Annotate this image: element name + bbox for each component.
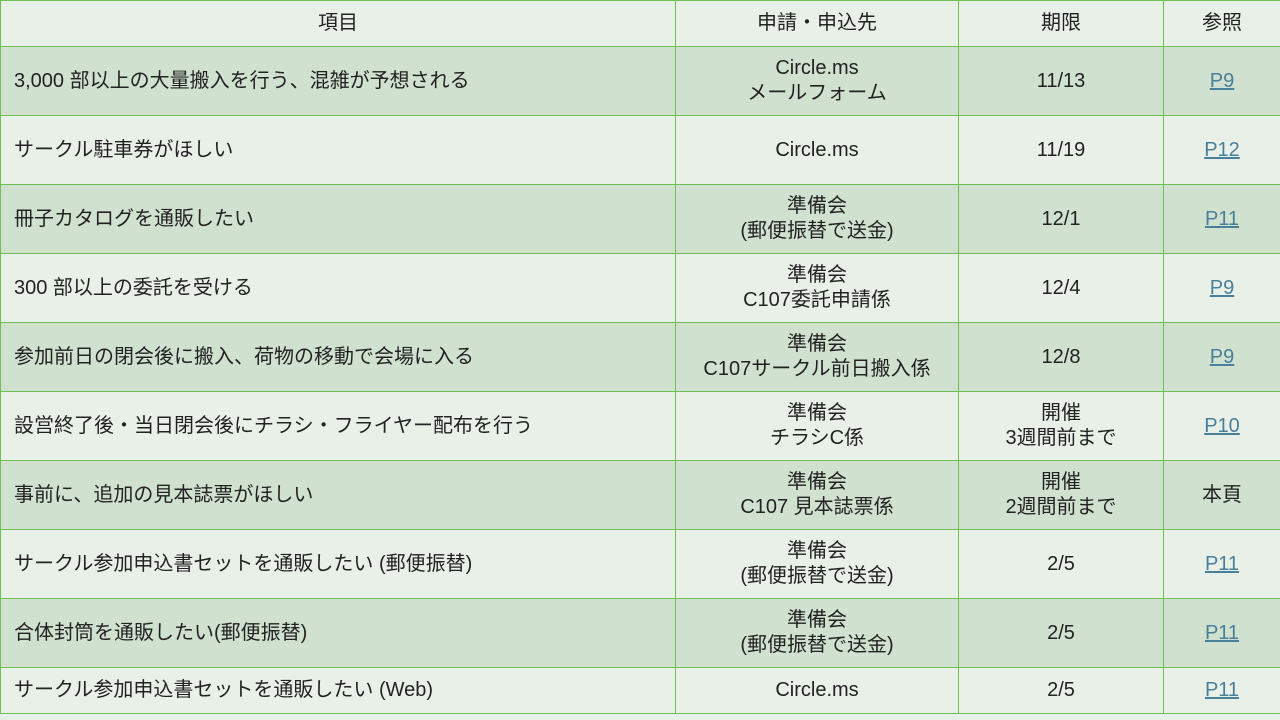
destination-cell-line: 準備会 bbox=[787, 609, 847, 631]
deadline-cell-line: 3週間前まで bbox=[1005, 427, 1117, 449]
deadline-cell: 開催 3週間前まで bbox=[958, 391, 1164, 461]
page-reference-link[interactable]: P11 bbox=[1204, 552, 1240, 575]
destination-cell: Circle.ms bbox=[675, 115, 959, 185]
reference-cell: P11 bbox=[1163, 529, 1280, 599]
deadline-cell-line: 11/19 bbox=[1036, 138, 1086, 161]
deadline-cell-line: 2/5 bbox=[1047, 552, 1075, 575]
deadline-cell-line: 開催 bbox=[1041, 402, 1081, 424]
deadline-cell-line: 11/13 bbox=[1036, 69, 1086, 92]
reference-cell: P9 bbox=[1163, 322, 1280, 392]
item-cell: サークル参加申込書セットを通販したい (郵便振替) bbox=[0, 529, 676, 599]
deadline-cell-line: 2週間前まで bbox=[1005, 496, 1117, 518]
header-deadline: 期限 bbox=[958, 0, 1164, 47]
table-row: 参加前日の閉会後に搬入、荷物の移動で会場に入る 準備会 C107サークル前日搬入係 1… bbox=[0, 322, 1280, 392]
destination-cell-line: 準備会 bbox=[787, 402, 847, 424]
item-cell: 設営終了後・当日閉会後にチラシ・フライヤー配布を行う bbox=[0, 391, 676, 461]
reference-cell: P11 bbox=[1163, 184, 1280, 254]
destination-cell: 準備会 (郵便振替で送金) bbox=[675, 598, 959, 668]
destination-cell: 準備会 (郵便振替で送金) bbox=[675, 529, 959, 599]
deadline-cell: 2/5 bbox=[958, 598, 1164, 668]
table-row: 300 部以上の委託を受ける 準備会 C107委託申請係 12/4 P9 bbox=[0, 253, 1280, 323]
deadline-cell-line: 12/8 bbox=[1041, 345, 1081, 368]
item-cell: 3,000 部以上の大量搬入を行う、混雑が予想される bbox=[0, 46, 676, 116]
deadline-cell: 2/5 bbox=[958, 529, 1164, 599]
destination-cell-line: 準備会 bbox=[787, 195, 847, 217]
table-row: サークル駐車券がほしい Circle.ms 11/19 P12 bbox=[0, 115, 1280, 185]
reference-cell: P12 bbox=[1163, 115, 1280, 185]
page-reference-link[interactable]: P11 bbox=[1204, 207, 1240, 230]
destination-cell: 準備会 (郵便振替で送金) bbox=[675, 184, 959, 254]
item-cell: 300 部以上の委託を受ける bbox=[0, 253, 676, 323]
table-row: サークル参加申込書セットを通販したい (Web) Circle.ms 2/5 P11 bbox=[0, 667, 1280, 714]
header-item: 項目 bbox=[0, 0, 676, 47]
page-reference-link[interactable]: P11 bbox=[1204, 621, 1240, 644]
reference-cell: P10 bbox=[1163, 391, 1280, 461]
destination-cell-line: 準備会 bbox=[787, 264, 847, 286]
table-row: 3,000 部以上の大量搬入を行う、混雑が予想される Circle.ms メールフォ… bbox=[0, 46, 1280, 116]
table-row: サークル参加申込書セットを通販したい (郵便振替) 準備会 (郵便振替で送金) 2/5… bbox=[0, 529, 1280, 599]
deadline-cell: 12/4 bbox=[958, 253, 1164, 323]
page-reference-link[interactable]: P9 bbox=[1209, 69, 1235, 92]
destination-cell: Circle.ms bbox=[675, 667, 959, 714]
destination-cell-line: C107サークル前日搬入係 bbox=[703, 358, 931, 380]
item-cell: 合体封筒を通販したい(郵便振替) bbox=[0, 598, 676, 668]
reference-cell: P11 bbox=[1163, 667, 1280, 714]
destination-cell-line: 準備会 bbox=[787, 540, 847, 562]
deadline-cell: 開催 2週間前まで bbox=[958, 460, 1164, 530]
page-reference-text: 本頁 bbox=[1202, 483, 1242, 506]
header-destination: 申請・申込先 bbox=[675, 0, 959, 47]
reference-cell: P9 bbox=[1163, 253, 1280, 323]
destination-cell-line: チラシC係 bbox=[769, 427, 865, 449]
deadline-cell: 11/13 bbox=[958, 46, 1164, 116]
page-reference-link[interactable]: P9 bbox=[1209, 276, 1235, 299]
item-cell: サークル参加申込書セットを通販したい (Web) bbox=[0, 667, 676, 714]
deadline-cell-line: 12/4 bbox=[1041, 276, 1081, 299]
deadline-cell: 2/5 bbox=[958, 667, 1164, 714]
table-row: 冊子カタログを通販したい 準備会 (郵便振替で送金) 12/1 P11 bbox=[0, 184, 1280, 254]
deadline-cell-line: 開催 bbox=[1041, 471, 1081, 493]
deadline-cell-line: 2/5 bbox=[1047, 679, 1075, 701]
destination-cell-line: C107 見本誌票係 bbox=[740, 496, 894, 518]
page-reference-link[interactable]: P11 bbox=[1204, 679, 1240, 701]
destination-cell-line: (郵便振替で送金) bbox=[740, 220, 894, 242]
destination-cell: 準備会 C107 見本誌票係 bbox=[675, 460, 959, 530]
table-row: 事前に、追加の見本誌票がほしい 準備会 C107 見本誌票係 開催 2週間前まで 本頁 bbox=[0, 460, 1280, 530]
deadline-cell: 12/8 bbox=[958, 322, 1164, 392]
table-row: 合体封筒を通販したい(郵便振替) 準備会 (郵便振替で送金) 2/5 P11 bbox=[0, 598, 1280, 668]
destination-cell-line: (郵便振替で送金) bbox=[740, 634, 894, 656]
page-reference-link[interactable]: P10 bbox=[1204, 414, 1240, 437]
deadline-cell: 11/19 bbox=[958, 115, 1164, 185]
page-reference-link[interactable]: P12 bbox=[1204, 138, 1240, 161]
item-cell: サークル駐車券がほしい bbox=[0, 115, 676, 185]
destination-cell: 準備会 C107サークル前日搬入係 bbox=[675, 322, 959, 392]
destination-cell-line: メールフォーム bbox=[747, 82, 887, 104]
destination-cell-line: 準備会 bbox=[787, 333, 847, 355]
item-cell: 冊子カタログを通販したい bbox=[0, 184, 676, 254]
destination-cell-line: Circle.ms bbox=[775, 57, 859, 79]
destination-cell: 準備会チラシC係 bbox=[675, 391, 959, 461]
destination-cell-line: Circle.ms bbox=[775, 679, 859, 701]
item-cell: 事前に、追加の見本誌票がほしい bbox=[0, 460, 676, 530]
destination-cell-line: 準備会 bbox=[787, 471, 847, 493]
deadline-cell-line: 12/1 bbox=[1041, 207, 1081, 230]
reference-cell: 本頁 bbox=[1163, 460, 1280, 530]
deadline-cell-line: 2/5 bbox=[1047, 621, 1075, 644]
deadline-cell: 12/1 bbox=[958, 184, 1164, 254]
destination-cell: Circle.ms メールフォーム bbox=[675, 46, 959, 116]
page-reference-link[interactable]: P9 bbox=[1209, 345, 1235, 368]
header-row: 項目 申請・申込先 期限 参照 bbox=[0, 0, 1280, 47]
destination-cell-line: Circle.ms bbox=[775, 138, 859, 161]
reference-cell: P11 bbox=[1163, 598, 1280, 668]
destination-cell-line: C107委託申請係 bbox=[743, 289, 891, 311]
destination-cell: 準備会 C107委託申請係 bbox=[675, 253, 959, 323]
destination-cell-line: (郵便振替で送金) bbox=[740, 565, 894, 587]
table-row: 設営終了後・当日閉会後にチラシ・フライヤー配布を行う 準備会 チラシC係 開催 3週間前… bbox=[0, 391, 1280, 461]
reference-cell: P9 bbox=[1163, 46, 1280, 116]
header-reference: 参照 bbox=[1163, 0, 1280, 47]
item-cell: 参加前日の閉会後に搬入、荷物の移動で会場に入る bbox=[0, 322, 676, 392]
